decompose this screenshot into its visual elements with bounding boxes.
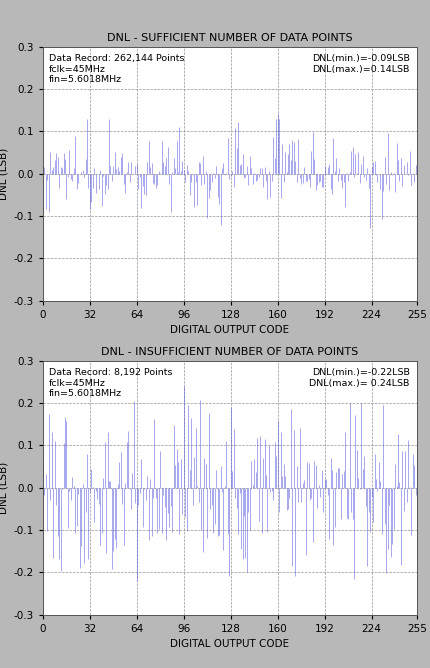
Text: Data Record: 8,192 Points
fclk=45MHz
fin=5.6018MHz: Data Record: 8,192 Points fclk=45MHz fin… <box>49 368 172 398</box>
Title: DNL - SUFFICIENT NUMBER OF DATA POINTS: DNL - SUFFICIENT NUMBER OF DATA POINTS <box>107 33 353 43</box>
Y-axis label: DNL (LSB): DNL (LSB) <box>0 462 8 514</box>
Text: Data Record: 262,144 Points
fclk=45MHz
fin=5.6018MHz: Data Record: 262,144 Points fclk=45MHz f… <box>49 54 184 84</box>
Y-axis label: DNL (LSB): DNL (LSB) <box>0 148 8 200</box>
Text: DNL(min.)=-0.09LSB
DNL(max.)=0.14LSB: DNL(min.)=-0.09LSB DNL(max.)=0.14LSB <box>312 54 410 73</box>
Title: DNL - INSUFFICIENT NUMBER OF DATA POINTS: DNL - INSUFFICIENT NUMBER OF DATA POINTS <box>101 347 359 357</box>
X-axis label: DIGITAL OUTPUT CODE: DIGITAL OUTPUT CODE <box>170 639 290 649</box>
X-axis label: DIGITAL OUTPUT CODE: DIGITAL OUTPUT CODE <box>170 325 290 335</box>
Text: DNL(min.)=-0.22LSB
DNL(max.)= 0.24LSB: DNL(min.)=-0.22LSB DNL(max.)= 0.24LSB <box>309 368 410 387</box>
